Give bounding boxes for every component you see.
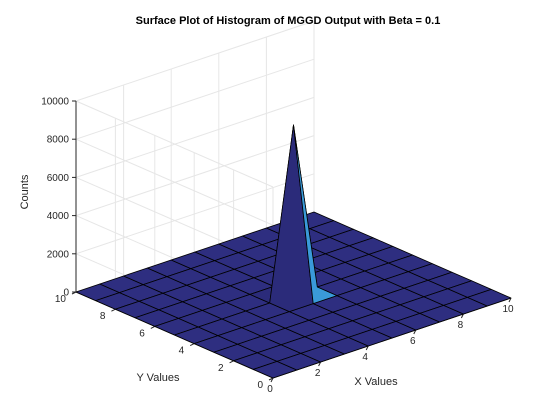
grid-line xyxy=(75,96,315,178)
y-tick-mark xyxy=(189,343,195,347)
chart-title: Surface Plot of Histogram of MGGD Output… xyxy=(136,15,441,27)
y-tick-mark xyxy=(150,325,156,329)
y-tick-label: 10 xyxy=(55,294,67,305)
y-tick-label: 8 xyxy=(100,311,106,322)
z-tick-label: 0 xyxy=(63,288,69,299)
x-tick-mark xyxy=(365,345,369,351)
x-tick-label: 6 xyxy=(410,336,416,347)
x-tick-label: 2 xyxy=(315,368,321,379)
z-tick-label: 2000 xyxy=(47,249,70,260)
grid-line xyxy=(75,20,315,102)
x-tick-mark xyxy=(460,313,464,319)
grid-line xyxy=(75,100,274,188)
x-tick-mark xyxy=(318,361,322,367)
x-axis-label: X Values xyxy=(354,376,398,388)
z-tick-label: 4000 xyxy=(47,211,70,222)
y-tick-mark xyxy=(268,377,274,381)
y-tick-label: 4 xyxy=(179,346,185,357)
x-tick-mark xyxy=(508,297,512,303)
surface-peak-patch xyxy=(293,124,338,305)
z-tick-label: 8000 xyxy=(47,135,70,146)
grid-line xyxy=(75,135,315,217)
grid-line xyxy=(75,58,315,140)
surface xyxy=(75,124,512,379)
y-tick-label: 6 xyxy=(139,328,145,339)
y-axis-label: Y Values xyxy=(136,372,180,384)
z-axis-label: Counts xyxy=(19,174,31,209)
x-tick-label: 10 xyxy=(502,304,514,315)
z-tick-label: 10000 xyxy=(41,97,69,108)
x-tick-label: 8 xyxy=(458,320,464,331)
y-tick-label: 0 xyxy=(257,380,263,391)
surface-patch xyxy=(467,288,512,307)
x-tick-mark xyxy=(413,329,417,335)
y-tick-label: 2 xyxy=(218,363,224,374)
grid-line xyxy=(75,138,274,226)
y-tick-mark xyxy=(111,308,116,312)
x-tick-label: 4 xyxy=(362,352,368,363)
x-tick-label: 0 xyxy=(267,384,273,395)
y-tick-mark xyxy=(229,360,234,364)
z-tick-label: 6000 xyxy=(47,173,70,184)
